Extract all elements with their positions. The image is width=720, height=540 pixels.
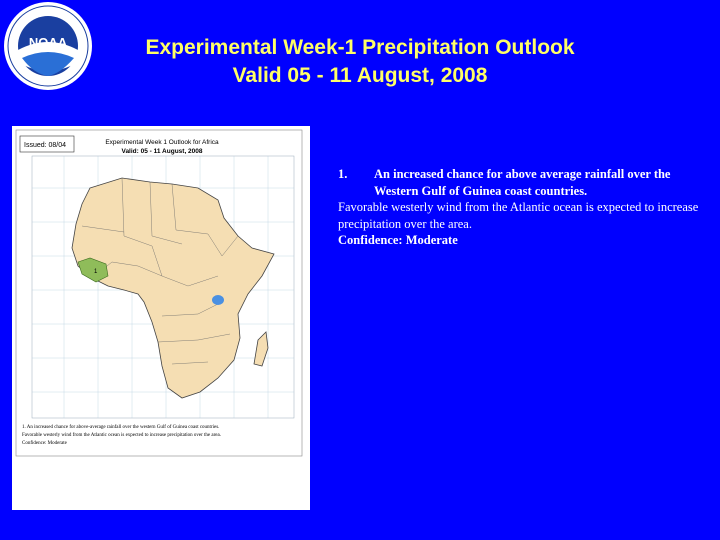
point-text: An increased chance for above average ra… — [374, 167, 671, 198]
highlight-region-label: 1 — [94, 269, 98, 275]
map-caption-line2: Favorable westerly wind from the Atlanti… — [22, 433, 221, 438]
map-issued: Issued: 08/04 — [24, 142, 66, 149]
map-caption-line3: Confidence: Moderate — [22, 441, 68, 446]
title-line2: Valid 05 - 11 August, 2008 — [232, 64, 488, 87]
slide-title: Experimental Week-1 Precipitation Outloo… — [110, 34, 610, 90]
outlook-map-image: 1 Issued: 08/04 Experimental Week 1 Outl… — [12, 126, 310, 510]
outlook-text: 1. An increased chance for above average… — [338, 166, 710, 249]
logo-text: NOAA — [29, 35, 68, 50]
title-line1: Experimental Week-1 Precipitation Outloo… — [145, 36, 575, 59]
noaa-logo: NOAA — [0, 0, 96, 96]
map-title-line1: Experimental Week 1 Outlook for Africa — [105, 139, 219, 146]
confidence-label: Confidence: Moderate — [338, 233, 458, 247]
map-title-line2: Valid: 05 - 11 August, 2008 — [121, 148, 202, 155]
map-caption-line1: 1. An increased chance for above-average… — [22, 425, 219, 430]
point-number: 1. — [338, 167, 348, 181]
point-1: 1. An increased chance for above average… — [338, 166, 710, 199]
point-detail: Favorable westerly wind from the Atlanti… — [338, 200, 699, 231]
